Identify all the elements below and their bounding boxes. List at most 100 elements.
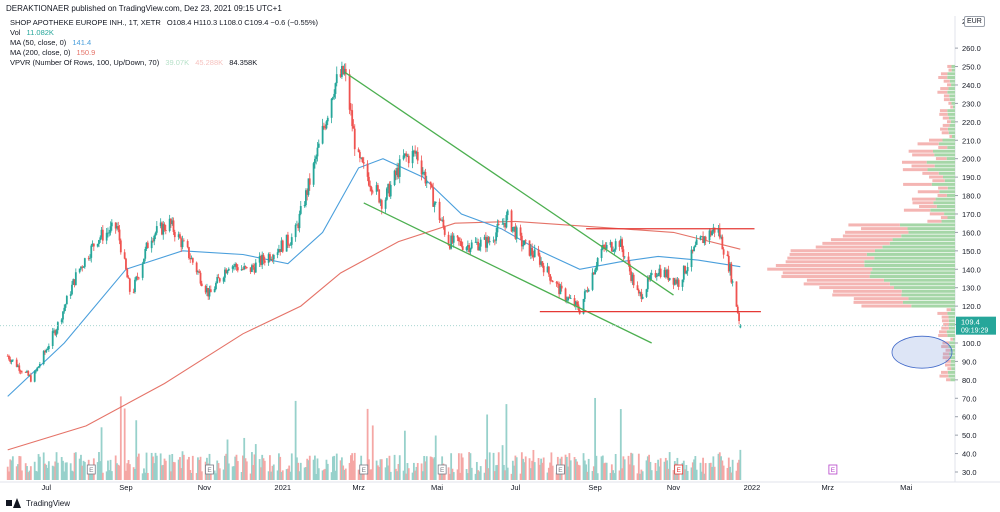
candle-body	[243, 266, 246, 270]
y-tick-label: 90.0	[962, 357, 977, 366]
vpvr-row-up	[947, 186, 955, 190]
vpvr-row-up	[908, 230, 955, 234]
candle-body	[713, 227, 716, 233]
volume-bar	[240, 472, 243, 480]
volume-bar	[100, 427, 103, 480]
y-tick-label: 240.0	[962, 81, 981, 90]
currency-label[interactable]: EUR	[964, 16, 985, 27]
candle-body	[727, 255, 730, 272]
candle-body	[564, 288, 567, 301]
legend-volume-row: Vol 11.082K	[10, 28, 322, 38]
candle-body	[263, 260, 266, 263]
candle-body	[456, 235, 459, 238]
candle-body	[33, 371, 36, 382]
volume-bar	[72, 471, 75, 480]
vpvr-row-down	[822, 241, 890, 245]
candle-body	[240, 269, 243, 271]
volume-bar	[511, 460, 514, 480]
volume-bar	[299, 462, 302, 480]
candle-body	[405, 153, 408, 157]
vpvr-row-down	[912, 153, 935, 157]
volume-bar	[496, 464, 499, 480]
chart-legend: SHOP APOTHEKE EUROPE INH., 1T, XETR O108…	[10, 18, 322, 68]
volume-bar	[242, 455, 244, 480]
y-tick-label: 120.0	[962, 302, 981, 311]
volume-bar	[119, 396, 122, 480]
candle-body	[181, 240, 184, 248]
volume-bar	[42, 452, 45, 480]
candle-body	[81, 266, 84, 268]
volume-bar	[379, 459, 382, 480]
volume-bar	[146, 472, 149, 480]
volume-bar	[218, 468, 221, 480]
vpvr-row-down	[948, 101, 952, 105]
volume-bar	[153, 463, 156, 480]
candle-body	[91, 243, 94, 246]
candle-body	[71, 284, 73, 295]
candle-body	[411, 150, 414, 164]
vpvr-row-down	[830, 238, 893, 242]
candle-body	[314, 159, 316, 164]
volume-bar	[231, 466, 234, 480]
volume-bar	[281, 470, 284, 480]
candle-body	[308, 178, 311, 185]
volume-bar	[375, 460, 378, 480]
volume-bar	[510, 473, 513, 480]
vpvr-row-up	[949, 79, 955, 83]
volume-bar	[307, 460, 310, 480]
candle-body	[447, 234, 450, 246]
candle-body	[207, 287, 210, 297]
candle-body	[366, 163, 369, 177]
vpvr-row-down	[937, 311, 948, 315]
candle-body	[646, 278, 649, 290]
volume-bar	[325, 459, 328, 480]
volume-bar	[267, 471, 270, 480]
candle-body	[349, 109, 352, 111]
volume-bar	[195, 473, 198, 480]
candle-body	[65, 295, 68, 305]
candle-body	[236, 267, 239, 271]
candle-body	[433, 202, 436, 207]
candle-body	[659, 268, 662, 277]
volume-bar	[541, 462, 544, 480]
volume-bar	[415, 466, 418, 480]
volume-bar	[380, 459, 383, 480]
candle-body	[596, 258, 599, 267]
candle-body	[407, 155, 410, 164]
candle-body	[700, 236, 703, 237]
volume-bar	[730, 472, 733, 480]
vpvr-row-down	[937, 90, 948, 94]
candle-body	[717, 228, 720, 233]
volume-bar	[694, 456, 697, 480]
candle-body	[253, 267, 256, 273]
volume-bar	[186, 459, 189, 480]
vpvr-row-up	[901, 234, 955, 238]
candle-body	[559, 285, 562, 295]
volume-bar	[143, 468, 145, 480]
volume-bar	[695, 469, 698, 480]
candle-body	[126, 269, 129, 278]
candle-body	[442, 219, 445, 227]
vpvr-row-down	[781, 275, 870, 279]
vpvr-row-up	[899, 223, 955, 227]
x-tick-label: Nov	[667, 483, 681, 492]
vpvr-row-down	[946, 308, 951, 312]
earnings-marker	[674, 464, 684, 475]
vpvr-row-up	[949, 98, 955, 102]
candle-body	[511, 227, 514, 232]
volume-bar	[690, 467, 693, 480]
volume-bar	[315, 473, 318, 480]
volume-bar	[168, 454, 171, 480]
candle-body	[637, 289, 640, 294]
volume-bar	[297, 462, 300, 480]
volume-bar	[200, 471, 203, 480]
candle-body	[676, 279, 679, 284]
volume-bar	[609, 472, 612, 480]
vpvr-row-up	[950, 359, 955, 363]
tradingview-logo-icon	[6, 498, 22, 508]
candle-body	[622, 249, 625, 257]
volume-bar	[236, 461, 239, 480]
volume-bar	[366, 408, 369, 480]
candle-body	[686, 267, 689, 272]
